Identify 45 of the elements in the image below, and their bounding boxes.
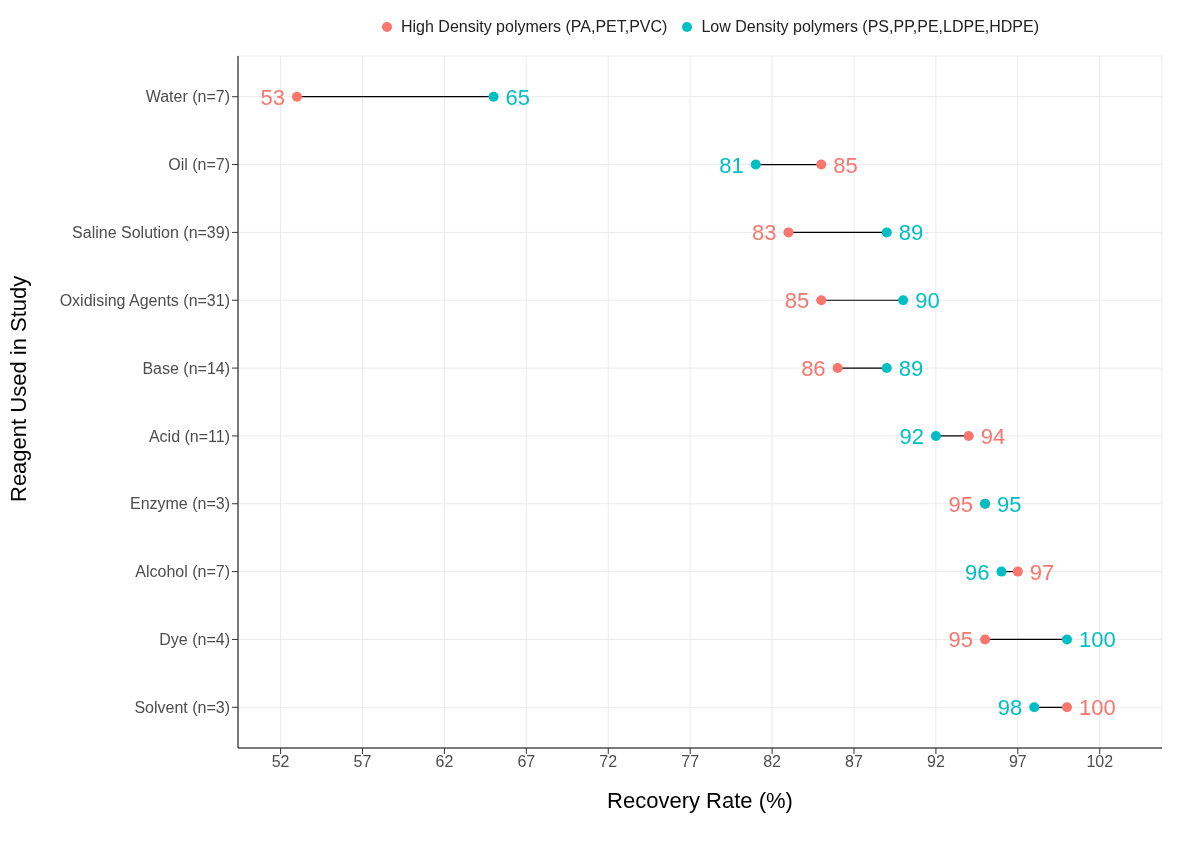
x-tick-label: 97 [1008,753,1027,771]
x-tick-label: 77 [681,753,700,771]
data-label: 96 [964,559,990,585]
data-label: 89 [898,356,924,382]
y-tick-label: Enzyme (n=3) [129,495,230,513]
x-tick-label: 92 [927,753,945,771]
data-label: 85 [833,152,858,178]
legend-label: Low Density polymers (PS,PP,PE,LDPE,HDPE) [700,18,1040,36]
data-label: 85 [784,288,810,314]
data-label: 90 [915,288,940,314]
data-label: 95 [948,627,974,653]
data-label: 86 [801,356,826,382]
x-axis-title: Recovery Rate (%) [607,788,793,813]
x-tick-label: 82 [763,753,782,771]
data-label: 53 [260,84,285,110]
y-tick-label: Alcohol (n=7) [135,563,230,581]
data-label: 89 [898,220,924,246]
data-label: 94 [980,423,1006,449]
data-label: 81 [719,152,744,178]
x-tick-label: 87 [845,753,863,771]
data-label: 92 [899,423,924,449]
y-tick-label: Saline Solution (n=39) [72,224,230,242]
x-tick-label: 62 [435,753,454,771]
x-tick-label: 52 [271,753,290,771]
y-tick-label: Water (n=7) [145,88,230,106]
y-tick-label: Oil (n=7) [168,156,230,174]
x-tick-label: 102 [1086,753,1114,771]
y-tick-label: Base (n=14) [142,359,230,377]
data-label: 100 [1078,695,1116,721]
x-tick-label: 57 [353,753,372,771]
legend-label: High Density polymers (PA,PET,PVC) [399,18,668,36]
data-label: 65 [505,84,531,110]
data-label: 95 [948,491,974,517]
y-tick-label: Oxidising Agents (n=31) [59,291,230,309]
data-label: 98 [997,695,1023,721]
y-axis-title: Reagent Used in Study [5,275,31,502]
data-label: 100 [1078,627,1116,653]
x-tick-label: 72 [599,753,618,771]
data-label: 83 [751,220,777,246]
data-label: 97 [1029,559,1055,585]
x-tick-label: 67 [517,753,536,771]
y-tick-label: Solvent (n=3) [134,698,230,716]
y-tick-label: Acid (n=11) [148,427,230,445]
y-tick-label: Dye (n=4) [159,631,230,649]
data-label: 95 [997,491,1022,517]
